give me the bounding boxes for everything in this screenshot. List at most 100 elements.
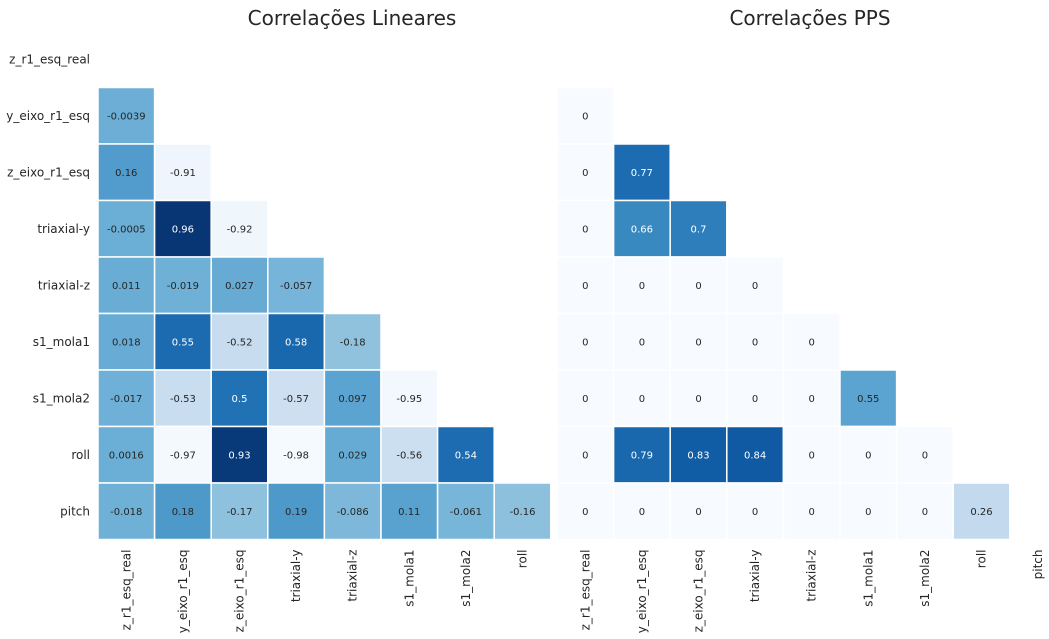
pps-cell-value-r4-c0: 0 <box>582 281 588 292</box>
pps-cell-value-r8-c1: 0 <box>639 507 645 518</box>
pps-cell-value-r6-c0: 0 <box>582 394 588 405</box>
linear-cell-r6-c2 <box>210 369 269 428</box>
linear-cell-value-r4-c2: 0.027 <box>225 281 254 292</box>
linear-col-label-2: z_eixo_r1_esq <box>233 550 247 633</box>
pps-heatmap-title: Correlações PPS <box>729 6 890 30</box>
pps-cell-value-r4-c1: 0 <box>639 281 645 292</box>
linear-cell-value-r6-c4: 0.097 <box>338 394 367 405</box>
linear-col-label-4: triaxial-z <box>346 550 360 602</box>
linear-cell-value-r1-c0: -0.0039 <box>107 111 146 122</box>
linear-cell-r1-c0 <box>97 86 156 145</box>
linear-heatmap-cells: -0.0039 0.16 -0.91 -0.0005 0.96 -0.92 0.011 -0.… <box>97 86 552 541</box>
linear-cell-value-r8-c3: 0.19 <box>285 507 307 518</box>
pps-cell-value-r8-c2: 0 <box>695 507 701 518</box>
pps-cell-r5-c2 <box>669 312 728 371</box>
pps-cell-value-r3-c1: 0.66 <box>631 224 653 235</box>
pps-col-label-0: z_r1_esq_real <box>578 550 592 631</box>
linear-cell-value-r6-c0: -0.017 <box>110 394 142 405</box>
linear-col-label-3: triaxial-y <box>289 550 303 603</box>
linear-cell-r6-c0 <box>97 369 156 428</box>
linear-row-label-1: y_eixo_r1_esq <box>6 109 90 123</box>
linear-row-label-0: z_r1_esq_real <box>9 52 90 66</box>
linear-cell-value-r5-c4: -0.18 <box>340 337 366 348</box>
pps-cell-r5-c4 <box>782 312 841 371</box>
pps-cell-value-r4-c3: 0 <box>752 281 758 292</box>
linear-cell-r2-c0 <box>97 143 156 202</box>
pps-cell-value-r8-c0: 0 <box>582 507 588 518</box>
linear-cell-value-r4-c0: 0.011 <box>112 281 141 292</box>
pps-cell-r5-c3 <box>726 312 785 371</box>
pps-cell-r1-c0 <box>556 86 615 145</box>
pps-cell-value-r2-c0: 0 <box>582 168 588 179</box>
linear-cell-value-r8-c0: -0.018 <box>110 507 142 518</box>
pps-cell-value-r5-c3: 0 <box>752 337 758 348</box>
pps-col-labels: z_r1_esq_real y_eixo_r1_esq z_eixo_r1_esq t… <box>578 550 1045 634</box>
linear-cell-value-r6-c1: -0.53 <box>170 394 196 405</box>
pps-cell-value-r4-c2: 0 <box>695 281 701 292</box>
linear-row-label-4: triaxial-z <box>38 278 90 292</box>
pps-cell-value-r3-c0: 0 <box>582 224 588 235</box>
pps-col-label-5: s1_mola1 <box>861 550 875 607</box>
linear-cell-r7-c0 <box>97 425 156 484</box>
linear-row-labels: z_r1_esq_real y_eixo_r1_esq z_eixo_r1_esqt… <box>6 52 90 518</box>
linear-col-label-1: y_eixo_r1_esq <box>176 550 190 634</box>
pps-cell-value-r8-c6: 0 <box>922 507 928 518</box>
linear-cell-r6-c1 <box>153 369 212 428</box>
linear-cell-value-r5-c0: 0.018 <box>112 337 141 348</box>
pps-cell-value-r3-c2: 0.7 <box>691 224 707 235</box>
linear-col-label-6: s1_mola2 <box>459 550 473 607</box>
linear-cell-value-r7-c2: 0.93 <box>228 450 250 461</box>
linear-cell-value-r6-c2: 0.5 <box>232 394 248 405</box>
pps-cell-value-r1-c0: 0 <box>582 111 588 122</box>
linear-cell-value-r8-c6: -0.061 <box>450 507 482 518</box>
pps-col-label-2: z_eixo_r1_esq <box>692 550 706 633</box>
pps-cell-r6-c1 <box>612 369 671 428</box>
pps-col-label-3: triaxial-y <box>748 550 762 603</box>
linear-cell-r7-c1 <box>153 425 212 484</box>
linear-col-labels: z_r1_esq_real y_eixo_r1_esq z_eixo_r1_esq t… <box>119 550 529 634</box>
pps-cell-value-r6-c1: 0 <box>639 394 645 405</box>
pps-cell-value-r2-c1: 0.77 <box>631 168 653 179</box>
pps-cell-r8-c2 <box>669 482 728 541</box>
pps-cell-r6-c2 <box>669 369 728 428</box>
linear-cell-value-r4-c3: -0.057 <box>280 281 312 292</box>
linear-cell-r4-c3 <box>267 256 326 315</box>
pps-cell-r5-c1 <box>612 312 671 371</box>
pps-cell-r7-c6 <box>895 425 954 484</box>
pps-cell-value-r7-c2: 0.83 <box>687 450 709 461</box>
pps-col-label-4: triaxial-z <box>805 550 819 602</box>
pps-cell-value-r7-c6: 0 <box>922 450 928 461</box>
linear-col-label-7: roll <box>516 550 530 569</box>
pps-cell-value-r7-c5: 0 <box>865 450 871 461</box>
linear-cell-value-r2-c0: 0.16 <box>115 168 137 179</box>
linear-cell-r7-c5 <box>380 425 439 484</box>
pps-cell-value-r7-c3: 0.84 <box>744 450 766 461</box>
linear-cell-r5-c1 <box>153 312 212 371</box>
pps-cell-value-r8-c4: 0 <box>809 507 815 518</box>
pps-cell-value-r8-c5: 0 <box>865 507 871 518</box>
linear-cell-r5-c3 <box>267 312 326 371</box>
linear-cell-value-r2-c1: -0.91 <box>170 168 196 179</box>
pps-cell-value-r8-c3: 0 <box>752 507 758 518</box>
pps-col-label-6: s1_mola2 <box>918 550 932 607</box>
pps-cell-value-r8-c7: 0.26 <box>970 507 992 518</box>
linear-row-label-7: roll <box>71 448 90 462</box>
pps-cell-r4-c2 <box>669 256 728 315</box>
linear-cell-r8-c5 <box>380 482 439 541</box>
linear-cell-value-r7-c3: -0.98 <box>283 450 309 461</box>
linear-cell-value-r7-c4: 0.029 <box>338 450 367 461</box>
pps-cell-r8-c4 <box>782 482 841 541</box>
pps-cell-value-r5-c1: 0 <box>639 337 645 348</box>
linear-cell-value-r3-c0: -0.0005 <box>107 224 146 235</box>
linear-cell-r8-c2 <box>210 482 269 541</box>
pps-cell-r6-c4 <box>782 369 841 428</box>
linear-cell-value-r5-c2: -0.52 <box>227 337 253 348</box>
linear-row-label-6: s1_mola2 <box>33 391 90 405</box>
pps-cell-r3-c0 <box>556 199 615 258</box>
pps-cell-value-r7-c0: 0 <box>582 450 588 461</box>
linear-cell-r8-c7 <box>493 482 552 541</box>
linear-cell-value-r6-c3: -0.57 <box>283 394 309 405</box>
linear-cell-value-r8-c2: -0.17 <box>227 507 253 518</box>
pps-col-label-7: roll <box>975 550 989 569</box>
